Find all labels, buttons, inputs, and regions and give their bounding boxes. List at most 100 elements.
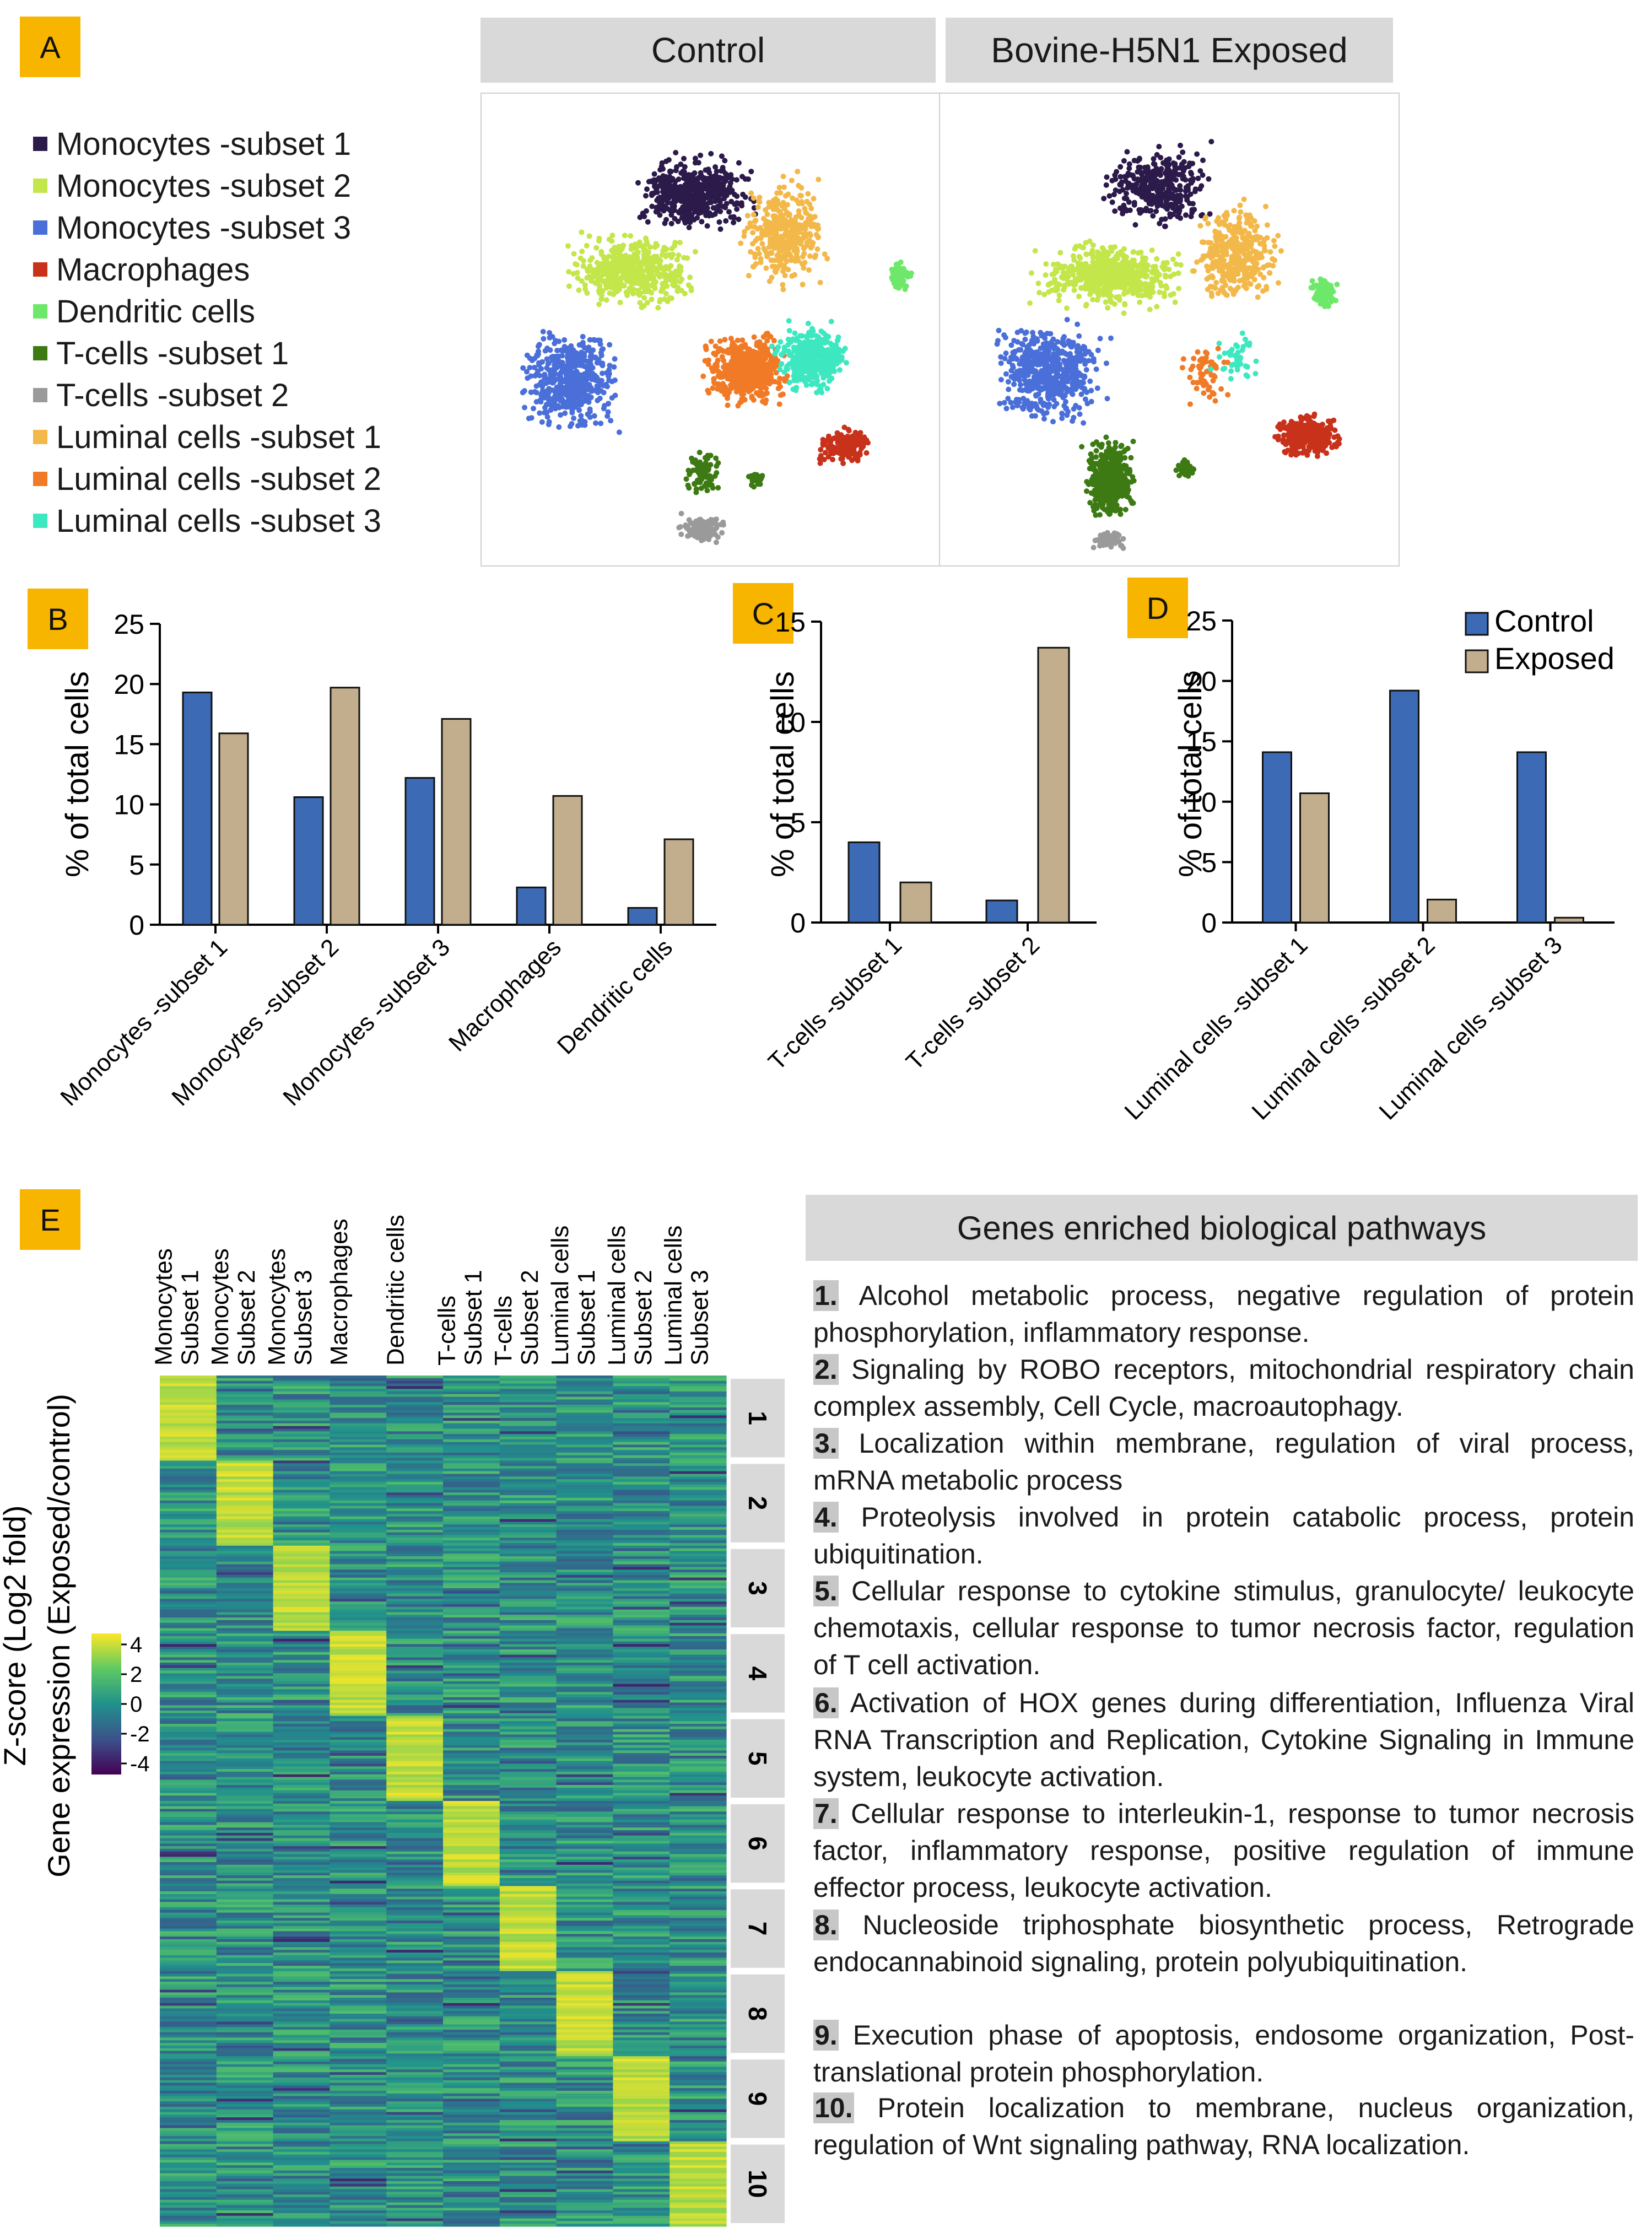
umap-point (611, 256, 617, 262)
umap-point (792, 330, 798, 336)
umap-point (723, 218, 729, 224)
umap-point (575, 423, 581, 429)
umap-point (606, 401, 612, 407)
umap-point (833, 343, 839, 349)
umap-point (1103, 299, 1109, 305)
umap-point (1254, 223, 1260, 229)
umap-point (1149, 201, 1155, 207)
umap-point (730, 339, 736, 346)
umap-point (1066, 366, 1072, 372)
umap-point (773, 230, 779, 236)
umap-point (1122, 284, 1128, 290)
umap-point (1148, 208, 1154, 214)
umap-point (1183, 193, 1189, 199)
umap-point (1151, 161, 1157, 167)
umap-point (1064, 317, 1070, 322)
umap-point (757, 225, 763, 231)
umap-point (687, 532, 693, 538)
umap-point (692, 481, 698, 487)
umap-point (1028, 270, 1034, 276)
umap-point (654, 204, 660, 211)
umap-point (537, 373, 543, 379)
umap-point (1149, 247, 1155, 253)
umap-point (995, 338, 1001, 344)
umap-point (765, 333, 771, 338)
umap-point (1067, 351, 1073, 357)
umap-point (825, 333, 832, 339)
umap-point (736, 160, 742, 166)
umap-point (768, 257, 774, 263)
umap-point (1178, 142, 1183, 148)
umap-point (1251, 270, 1257, 276)
panel-label-a: A (20, 17, 80, 77)
umap-point (1057, 250, 1063, 256)
umap-point (896, 281, 901, 287)
umap-point (733, 177, 739, 183)
umap-point (1168, 201, 1174, 207)
umap-point (1205, 220, 1211, 226)
umap-point (764, 251, 770, 257)
umap-point (695, 181, 701, 187)
umap-point (1275, 233, 1281, 239)
umap-point (542, 371, 548, 377)
umap-point (732, 369, 737, 375)
umap-point (708, 186, 714, 192)
umap-point (538, 366, 544, 372)
umap-point (839, 354, 845, 360)
umap-point (766, 352, 773, 358)
umap-point (800, 282, 806, 288)
umap-point (700, 199, 706, 204)
umap-point (597, 395, 603, 401)
umap-point (1008, 342, 1014, 348)
umap-point (789, 273, 795, 279)
umap-point (828, 319, 834, 325)
umap-point (687, 274, 693, 281)
umap-point (587, 395, 593, 401)
umap-point (682, 164, 688, 170)
umap-point (688, 288, 694, 294)
umap-point (569, 421, 575, 427)
umap-point (707, 523, 713, 529)
umap-point (1059, 375, 1065, 381)
umap-point (1051, 392, 1057, 397)
umap-point (785, 238, 791, 244)
umap-point (764, 338, 770, 344)
umap-point (580, 263, 586, 269)
umap-point (807, 366, 813, 373)
umap-point (587, 366, 593, 372)
umap-point (613, 267, 619, 273)
umap-point (744, 364, 751, 370)
umap-point (712, 187, 719, 193)
umap-point (822, 251, 828, 257)
umap-point (565, 403, 571, 409)
umap-point (1017, 361, 1023, 367)
umap-point (537, 410, 543, 416)
umap-point (811, 196, 817, 202)
umap-point (781, 344, 787, 350)
umap-point (833, 355, 839, 362)
umap-point (1018, 382, 1023, 388)
umap-point (756, 251, 762, 257)
umap-point (805, 191, 811, 197)
umap-point (1117, 182, 1123, 188)
umap-point (1139, 190, 1145, 196)
umap-point (697, 532, 703, 538)
umap-point (649, 296, 655, 303)
umap-point (662, 204, 668, 210)
umap-point (568, 343, 574, 349)
umap-point (791, 344, 797, 350)
umap-point (725, 402, 731, 408)
umap-point (576, 342, 582, 348)
umap-point (800, 368, 806, 373)
umap-point (703, 167, 709, 173)
umap-point (1136, 286, 1142, 292)
umap-point (748, 475, 754, 481)
umap-point (822, 450, 828, 456)
umap-point (1059, 416, 1065, 422)
umap-point (579, 278, 585, 284)
umap-point (1186, 163, 1192, 169)
legend-item: T-cells -subset 1 (33, 334, 289, 373)
umap-point (828, 357, 834, 363)
umap-point (1054, 371, 1060, 376)
umap-point (650, 283, 656, 289)
